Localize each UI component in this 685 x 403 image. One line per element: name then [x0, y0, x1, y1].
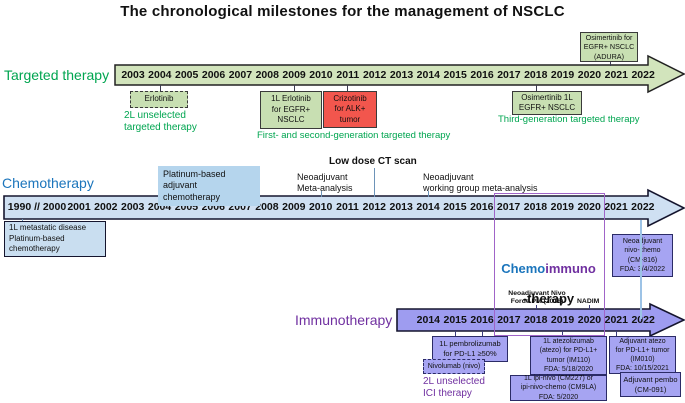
platinum-adjuvant-note: Platinum-based adjuvant chemotherapy [158, 166, 260, 206]
gen12-caption: First- and second-generation targeted th… [257, 130, 451, 141]
year-label: 2009 [282, 201, 306, 213]
erlotinib-caption: 2L unselected targeted therapy [124, 110, 197, 133]
year-label: 2016 [470, 201, 494, 213]
chemoimmunotherapy-title: Chemoimmuno -therapy [494, 247, 603, 307]
year-label: 2018 [524, 314, 548, 326]
year-label: 2022 [631, 69, 655, 81]
working-group-note: Neoadjuvant working group meta-analysis [423, 172, 538, 194]
connector-pembro [482, 331, 484, 336]
connector-forde [536, 305, 538, 309]
year-label: 2021 [604, 314, 628, 326]
immunotherapy-arrow [396, 302, 685, 338]
osimertinib-adura-box: Osimertinib for EGFR+ NSCLC (ADURA) [580, 32, 638, 62]
year-label: 2012 [362, 201, 387, 213]
year-label: 2017 [496, 201, 521, 213]
connector-erlotinib [159, 85, 161, 91]
connector-working-group [428, 191, 430, 197]
year-label: 2021 [604, 69, 628, 81]
erlotinib-box: Erlotinib [130, 91, 188, 108]
year-label: 2017 [497, 69, 521, 81]
adjuvant-atezo-box: Adjuvant atezo for PD-L1+ tumor (IM010) … [609, 336, 676, 374]
year-label: 2022 [631, 201, 655, 213]
connector-erlotinib-1l [293, 85, 295, 91]
year-label: 2013 [389, 69, 414, 81]
year-label: 2006 [201, 69, 226, 81]
adjuvant-pembo-box: Adjuvant pembo (CM-091) [620, 372, 681, 397]
year-label: 2015 [443, 201, 467, 213]
neoadjuvant-nivo-chemo-box: Neoadjuvant nivo-chemo (CM-816) FDA: 3/4… [612, 234, 673, 277]
chemoimmuno-part-chemo: Chemo [501, 260, 546, 276]
year-label: 2020 [577, 314, 602, 326]
connector-adura [610, 62, 612, 66]
connector-metastatic [22, 219, 24, 222]
gen3-caption: Third-generation targeted therapy [498, 114, 640, 125]
year-label: 2019 [550, 69, 575, 81]
chemoimmunotherapy-rect [494, 193, 605, 336]
year-label: 2021 [604, 201, 628, 213]
year-label: 2003 [121, 69, 145, 81]
year-label: 2014 [416, 314, 441, 326]
connector-atezolizumab [562, 331, 564, 336]
year-label: 2020 [577, 69, 602, 81]
immunotherapy-label: Immunotherapy [295, 312, 393, 328]
erlotinib-1l-box: 1L Erlotinib for EGFR+ NSCLC [260, 91, 322, 129]
year-label: 2015 [443, 314, 467, 326]
chemoimmuno-part-immuno: immuno [545, 260, 596, 276]
year-label: 2018 [523, 201, 548, 213]
year-label: 2011 [336, 201, 359, 213]
year-label: 2003 [121, 201, 145, 213]
year-label: 2019 [550, 314, 575, 326]
chemotherapy-label: Chemotherapy [2, 175, 94, 191]
year-label: 2011 [336, 69, 360, 81]
connector-nivo-chemo-2022 [640, 220, 642, 319]
year-label: 2016 [470, 314, 494, 326]
year-label: 2010 [308, 201, 333, 213]
year-label: 2002 [94, 201, 118, 213]
year-label: 2020 [577, 201, 601, 213]
neoadjuvant-meta-note: Neoadjuvant Meta-analysis [297, 172, 353, 194]
crizotinib-box: Crizotinib for ALK+ tumor [323, 91, 377, 128]
year-label: 2005 [175, 69, 199, 81]
year-label: 2010 [309, 69, 333, 81]
nadim-note: NADIM [577, 298, 600, 305]
chemoimmuno-part-therapy: -therapy [522, 290, 575, 306]
low-dose-ct-note: Low dose CT scan [329, 156, 417, 167]
ici-caption: 2L unselected ICI therapy [423, 376, 485, 399]
year-label: 1990 // 2000 [7, 201, 67, 213]
connector-nadim [589, 305, 591, 309]
year-label: 2009 [282, 69, 306, 81]
atezolizumab-box: 1L atezolizumab (atezo) for PD-L1+ tumor… [530, 336, 607, 375]
year-label: 2022 [631, 314, 655, 326]
targeted-therapy-arrow [114, 54, 685, 94]
year-label: 2018 [524, 69, 548, 81]
nivolumab-box: Nivolumab (nivo) [423, 359, 485, 374]
connector-neoadjuvant-meta [321, 191, 323, 197]
year-label: 2001 [67, 201, 91, 213]
connector-osimertinib-1l [536, 85, 538, 91]
year-label: 2014 [416, 201, 440, 213]
year-label: 2017 [497, 314, 521, 326]
year-label: 2016 [470, 69, 494, 81]
year-label: 2013 [389, 201, 413, 213]
targeted-therapy-label: Targeted therapy [4, 67, 110, 83]
pembrolizumab-box: 1L pembrolizumab for PD-L1 ≥50% [432, 336, 508, 362]
year-label: 2008 [255, 201, 279, 213]
connector-low-dose-ct [374, 168, 376, 197]
year-label: 2019 [550, 201, 574, 213]
connector-crizotinib [347, 85, 349, 91]
forde-note: Neoadjuvant Nivo Forde PM (2018) [508, 290, 566, 306]
connector-adjuvant-atezo [616, 331, 618, 336]
year-label: 2008 [255, 69, 279, 81]
year-label: 2012 [362, 69, 387, 81]
osimertinib-1l-box: Osimertinib 1L EGFR+ NSCLC [512, 91, 582, 115]
metastatic-chemo-box: 1L metastatic disease Platinum-based che… [4, 221, 106, 257]
year-label: 2007 [228, 69, 253, 81]
year-label: 2004 [148, 69, 172, 81]
year-label: 2014 [416, 69, 441, 81]
ipi-nivo-box: 1L ipi-nivo (CM227) or ipi-nivo-chemo (C… [510, 375, 607, 401]
figure-title: The chronological milestones for the man… [120, 3, 565, 20]
year-label: 2015 [443, 69, 467, 81]
